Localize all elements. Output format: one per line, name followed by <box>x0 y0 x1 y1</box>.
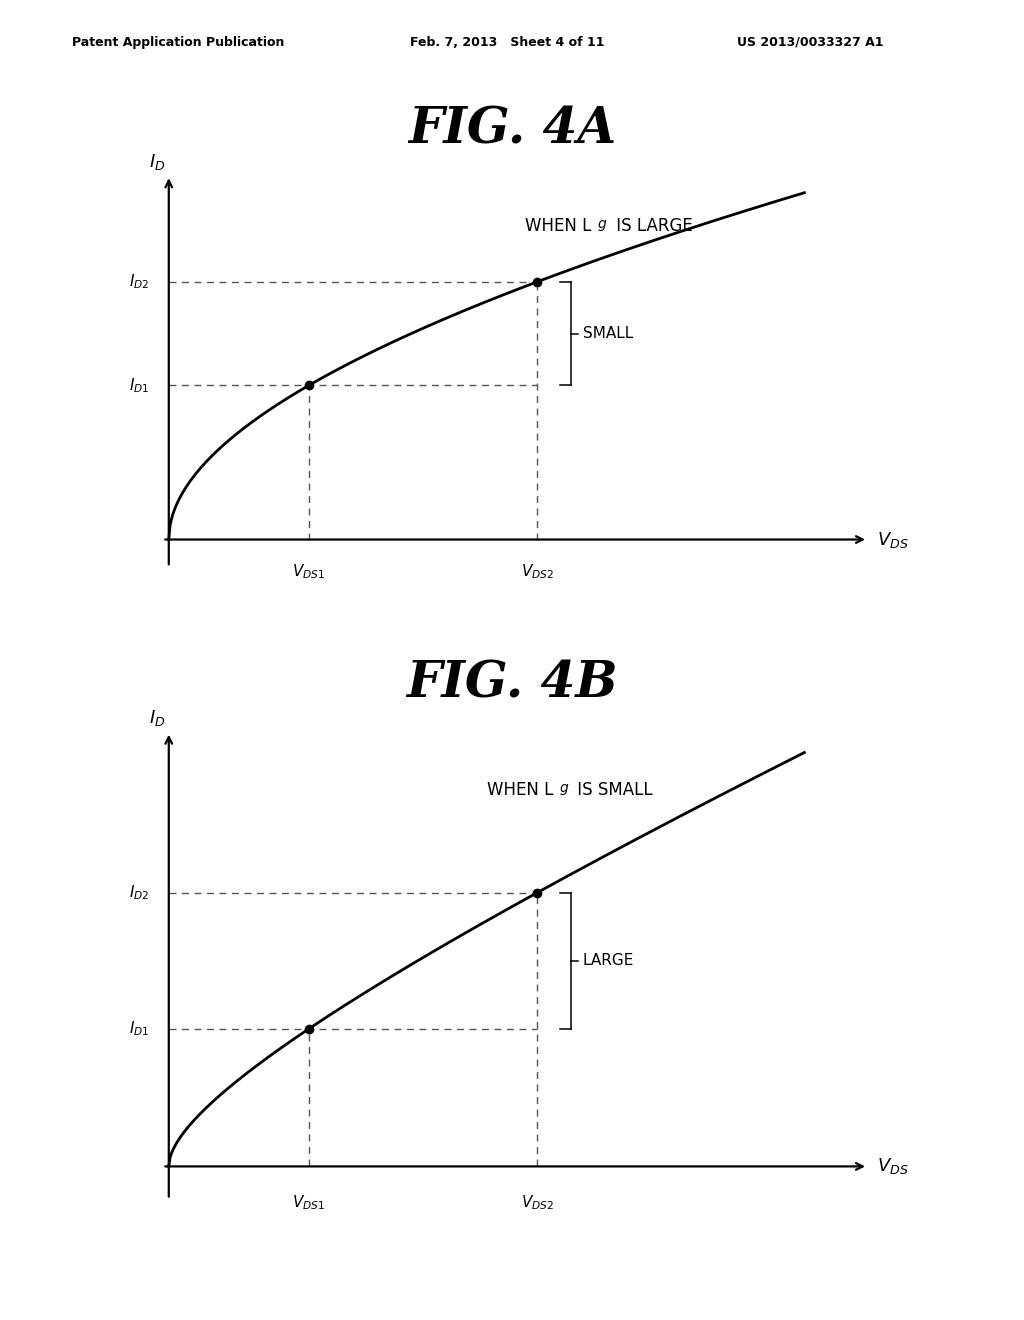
Text: IS LARGE: IS LARGE <box>610 216 692 235</box>
Text: WHEN L: WHEN L <box>486 781 553 800</box>
Text: US 2013/0033327 A1: US 2013/0033327 A1 <box>737 36 884 49</box>
Text: g: g <box>598 216 606 231</box>
Text: Patent Application Publication: Patent Application Publication <box>72 36 284 49</box>
Text: SMALL: SMALL <box>583 326 633 341</box>
Text: $\mathit{I}_{D2}$: $\mathit{I}_{D2}$ <box>129 272 150 292</box>
Text: $\mathit{I}_{D1}$: $\mathit{I}_{D1}$ <box>129 376 150 395</box>
Text: $\mathit{V}_{DS1}$: $\mathit{V}_{DS1}$ <box>292 562 326 581</box>
Text: $\mathit{I}_{D2}$: $\mathit{I}_{D2}$ <box>129 883 150 902</box>
Text: Feb. 7, 2013   Sheet 4 of 11: Feb. 7, 2013 Sheet 4 of 11 <box>410 36 604 49</box>
Text: WHEN L: WHEN L <box>524 216 591 235</box>
Text: IS SMALL: IS SMALL <box>572 781 653 800</box>
Text: $\mathit{I}_D$: $\mathit{I}_D$ <box>150 152 166 172</box>
Text: $\mathit{V}_{DS2}$: $\mathit{V}_{DS2}$ <box>521 1193 554 1212</box>
Text: FIG. 4B: FIG. 4B <box>407 660 617 709</box>
Text: $\mathit{I}_{D1}$: $\mathit{I}_{D1}$ <box>129 1019 150 1038</box>
Text: $\mathit{V}_{DS1}$: $\mathit{V}_{DS1}$ <box>292 1193 326 1212</box>
Text: FIG. 4A: FIG. 4A <box>408 106 616 154</box>
Text: $\mathit{V}_{DS}$: $\mathit{V}_{DS}$ <box>878 529 909 549</box>
Text: $\mathit{V}_{DS}$: $\mathit{V}_{DS}$ <box>878 1156 909 1176</box>
Text: $\mathit{I}_D$: $\mathit{I}_D$ <box>150 708 166 727</box>
Text: g: g <box>560 781 568 796</box>
Text: $\mathit{V}_{DS2}$: $\mathit{V}_{DS2}$ <box>521 562 554 581</box>
Text: LARGE: LARGE <box>583 953 634 969</box>
